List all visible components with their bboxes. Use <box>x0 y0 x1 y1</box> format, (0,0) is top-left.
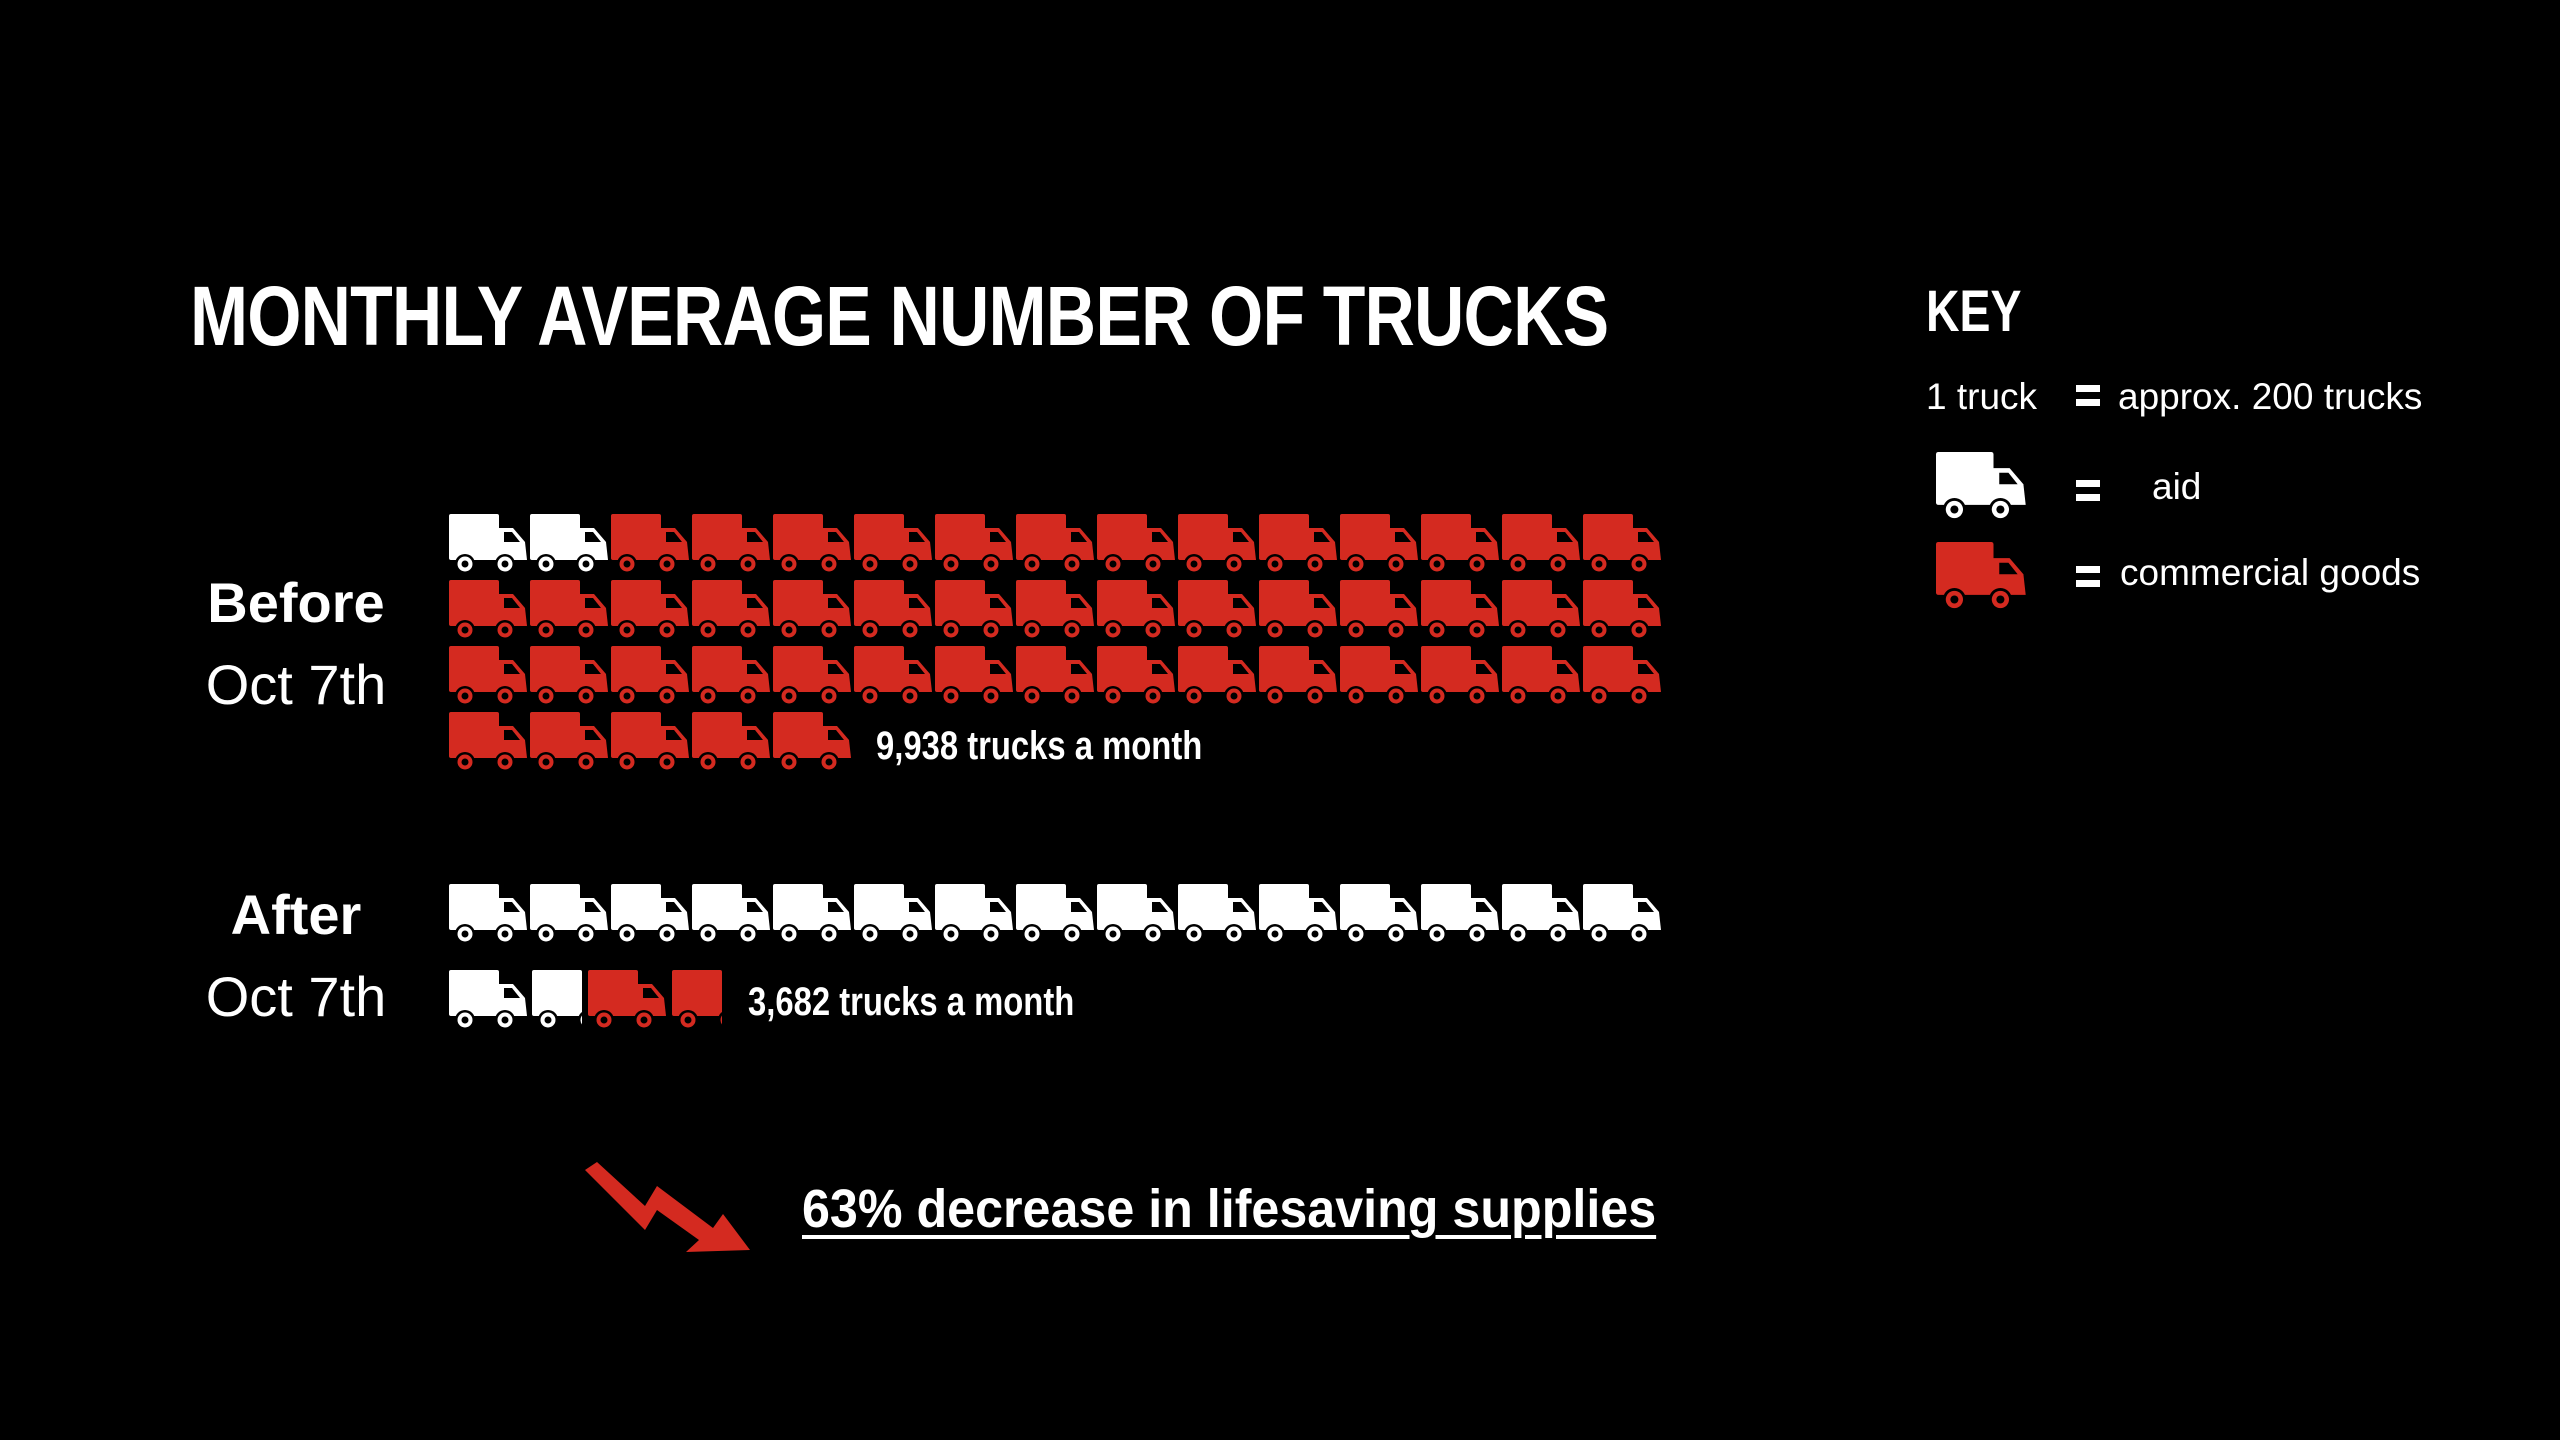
truck-icon-before-9 <box>1097 514 1175 574</box>
truck-icon-before-31 <box>449 646 527 706</box>
truck-icon-after-11 <box>1259 884 1337 944</box>
truck-icon-before-14 <box>1502 514 1580 574</box>
truck-icon-before-41 <box>1259 646 1337 706</box>
truck-icon-after-4 <box>692 884 770 944</box>
truck-icon-before-4 <box>692 514 770 574</box>
truck-icon-before-24 <box>1097 580 1175 640</box>
truck-icon-before-7 <box>935 514 1013 574</box>
key-aid-truck-icon <box>1936 452 2026 521</box>
truck-icon-before-29 <box>1502 580 1580 640</box>
truck-icon-before-26 <box>1259 580 1337 640</box>
truck-icon-before-12 <box>1340 514 1418 574</box>
truck-icon-after-19 <box>672 970 722 1030</box>
decrease-annotation: 63% decrease in lifesaving supplies <box>802 1179 1657 1239</box>
key-aid-label: aid <box>2152 466 2202 507</box>
truck-icon-after-3 <box>611 884 689 944</box>
truck-icon-before-21 <box>854 580 932 640</box>
truck-icon-before-11 <box>1259 514 1337 574</box>
truck-icon-before-17 <box>530 580 608 640</box>
key-commercial-equals <box>2076 566 2100 594</box>
truck-icon-before-30 <box>1583 580 1661 640</box>
truck-icon-before-28 <box>1421 580 1499 640</box>
truck-icon-before-19 <box>692 580 770 640</box>
key-commercial-label: commercial goods <box>2120 552 2421 593</box>
truck-icon-after-6 <box>854 884 932 944</box>
chart-title: MONTHLY AVERAGE NUMBER OF TRUCKS <box>190 269 1609 363</box>
truck-icon-before-8 <box>1016 514 1094 574</box>
truck-icon-before-15 <box>1583 514 1661 574</box>
truck-icon-after-13 <box>1421 884 1499 944</box>
truck-icon-after-1 <box>449 884 527 944</box>
truck-icon-before-44 <box>1502 646 1580 706</box>
truck-icon-before-42 <box>1340 646 1418 706</box>
row-label-after-line1: After <box>230 883 362 946</box>
truck-icon-before-20 <box>773 580 851 640</box>
truck-icon-before-22 <box>935 580 1013 640</box>
key-aid-equals <box>2076 480 2100 508</box>
truck-icon-before-38 <box>1016 646 1094 706</box>
row-label-before-line2: Oct 7th <box>205 653 387 716</box>
truck-icon-before-2 <box>530 514 608 574</box>
truck-icon-before-3 <box>611 514 689 574</box>
key-scale-equals <box>2076 385 2100 413</box>
truck-icon-before-47 <box>530 712 608 772</box>
truck-icon-before-18 <box>611 580 689 640</box>
key-title: KEY <box>1926 279 2022 344</box>
truck-icon-before-39 <box>1097 646 1175 706</box>
truck-icon-before-5 <box>773 514 851 574</box>
truck-icon-before-25 <box>1178 580 1256 640</box>
key-commercial-truck-icon <box>1936 542 2026 611</box>
truck-icon-before-46 <box>449 712 527 772</box>
truck-icon-after-5 <box>773 884 851 944</box>
truck-icon-before-33 <box>611 646 689 706</box>
truck-icon-after-12 <box>1340 884 1418 944</box>
truck-icon-after-16 <box>449 970 527 1030</box>
truck-icon-before-48 <box>611 712 689 772</box>
row-label-before-line1: Before <box>207 571 385 634</box>
truck-icon-after-15 <box>1583 884 1661 944</box>
truck-icon-before-34 <box>692 646 770 706</box>
truck-icon-after-9 <box>1097 884 1175 944</box>
truck-icon-after-17 <box>532 970 582 1030</box>
key-scale-right: approx. 200 trucks <box>2118 376 2423 417</box>
truck-icon-after-18 <box>588 970 666 1030</box>
row-label-before: Before Oct 7th <box>176 562 416 726</box>
truck-icon-before-1 <box>449 514 527 574</box>
truck-icon-before-43 <box>1421 646 1499 706</box>
truck-icon-before-27 <box>1340 580 1418 640</box>
truck-icon-before-36 <box>854 646 932 706</box>
key-scale-left: 1 truck <box>1926 376 2038 417</box>
row-total-after: 3,682 trucks a month <box>748 980 1075 1024</box>
truck-icon-before-50 <box>773 712 851 772</box>
truck-icon-before-13 <box>1421 514 1499 574</box>
row-label-after-line2: Oct 7th <box>205 965 387 1028</box>
truck-icon-before-16 <box>449 580 527 640</box>
truck-icon-before-45 <box>1583 646 1661 706</box>
row-total-before: 9,938 trucks a month <box>876 724 1203 768</box>
truck-icon-after-8 <box>1016 884 1094 944</box>
row-label-after: After Oct 7th <box>176 874 416 1038</box>
truck-icon-after-10 <box>1178 884 1256 944</box>
truck-icon-before-32 <box>530 646 608 706</box>
truck-icon-before-49 <box>692 712 770 772</box>
truck-icon-before-23 <box>1016 580 1094 640</box>
truck-icon-before-6 <box>854 514 932 574</box>
truck-icon-after-14 <box>1502 884 1580 944</box>
truck-icon-before-35 <box>773 646 851 706</box>
truck-icon-after-2 <box>530 884 608 944</box>
truck-icon-before-10 <box>1178 514 1256 574</box>
trend-down-icon <box>585 1162 750 1252</box>
truck-icon-after-7 <box>935 884 1013 944</box>
truck-icon-before-40 <box>1178 646 1256 706</box>
truck-icon-before-37 <box>935 646 1013 706</box>
